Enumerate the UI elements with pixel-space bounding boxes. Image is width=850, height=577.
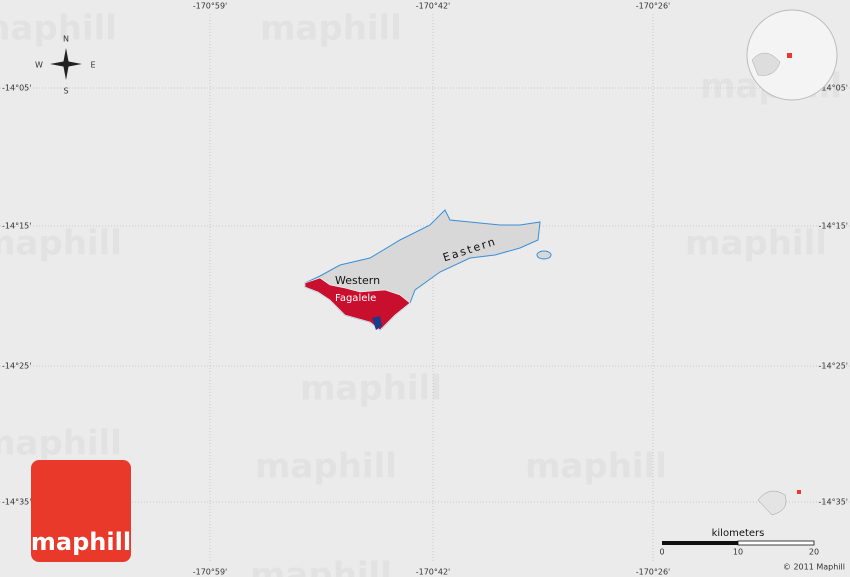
compass-e: E	[90, 61, 95, 70]
watermark: maphill	[250, 556, 392, 577]
latitude-label: -14°35'	[819, 498, 848, 507]
latitude-label: -14°25'	[2, 362, 31, 371]
logo[interactable]: maphill	[31, 460, 131, 562]
western-district	[304, 277, 411, 331]
logo-text[interactable]: maphill	[31, 528, 131, 556]
latitude-label: -14°05'	[819, 84, 848, 93]
latitude-label: -14°15'	[819, 222, 848, 231]
islet	[372, 316, 382, 330]
watermark: maphill	[255, 447, 397, 487]
watermark: maphill	[525, 447, 667, 487]
copyright: © 2011 Maphill	[783, 563, 845, 572]
inset-map	[757, 490, 801, 516]
compass: N S E W	[35, 35, 95, 96]
longitude-label: -170°26'	[636, 568, 671, 577]
latitude-label: -14°25'	[819, 362, 848, 371]
watermark: maphill	[0, 224, 122, 264]
globe	[746, 9, 838, 101]
latitude-label: -14°35'	[2, 498, 31, 507]
watermark: maphill	[260, 9, 402, 49]
latitude-label: -14°05'	[2, 84, 31, 93]
scale-tick-label: 0	[659, 548, 664, 557]
watermark: maphill	[300, 369, 442, 409]
scale-bar: kilometers 0 10 20	[659, 528, 819, 557]
latitude-label: -14°15'	[2, 222, 31, 231]
scale-unit: kilometers	[712, 528, 765, 539]
island: Western Eastern Fagalele	[304, 209, 552, 331]
compass-s: S	[63, 87, 68, 96]
watermark: maphill	[0, 9, 117, 49]
compass-w: W	[35, 61, 43, 70]
place-label: Fagalele	[335, 293, 376, 304]
longitude-label: -170°26'	[636, 2, 671, 11]
region-label: Western	[335, 274, 380, 287]
scale-tick-label: 10	[733, 548, 743, 557]
scale-tick-label: 20	[809, 548, 819, 557]
longitude-label: -170°42'	[416, 568, 451, 577]
aunuu-island	[536, 250, 552, 260]
terrain	[304, 209, 541, 331]
longitude-label: -170°59'	[193, 568, 228, 577]
longitude-label: -170°42'	[416, 2, 451, 11]
longitude-label: -170°59'	[193, 2, 228, 11]
watermark: maphill	[0, 424, 122, 464]
compass-n: N	[63, 35, 69, 44]
watermark: maphill	[685, 224, 827, 264]
